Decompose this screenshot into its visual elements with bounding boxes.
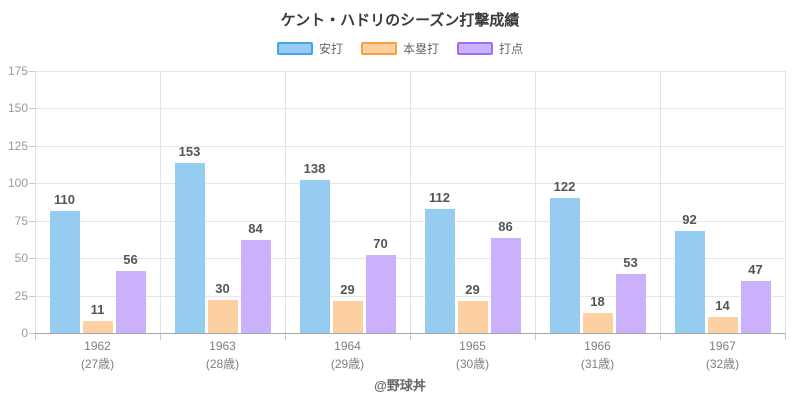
x-axis-category-age: (27歳) (80, 357, 115, 371)
x-axis-category-year: 1963 (209, 339, 236, 353)
bar-本塁打-1964 (332, 300, 363, 333)
v-gridline (535, 71, 536, 333)
legend: 安打 本塁打 打点 (0, 40, 800, 57)
v-gridline (285, 71, 286, 333)
bar-value-label: 84 (248, 220, 263, 236)
bar-安打-1966 (549, 197, 580, 333)
x-axis-tick (160, 333, 161, 340)
bar-打点-1966 (615, 274, 646, 333)
bar-value-label: 53 (623, 255, 638, 271)
x-axis-category-year: 1964 (334, 339, 361, 353)
watermark-credit: @野球丼 (374, 378, 426, 393)
y-axis-label: 150 (7, 101, 28, 116)
bar-本塁打-1963 (207, 299, 238, 333)
chart-title: ケント・ハドリのシーズン打撃成績 (280, 12, 520, 29)
x-axis-tick (535, 333, 536, 340)
bar-本塁打-1965 (457, 300, 488, 333)
x-axis-tick (660, 333, 661, 340)
bar-value-label: 11 (90, 301, 105, 317)
y-axis-tick (29, 295, 35, 297)
bar-value-label: 110 (54, 192, 75, 208)
bar-value-label: 70 (373, 236, 388, 252)
y-axis-line (35, 71, 36, 333)
x-axis-tick (35, 333, 36, 340)
bar-安打-1963 (174, 163, 205, 333)
x-axis-category-year: 1967 (709, 339, 736, 353)
y-axis-label: 50 (14, 251, 28, 266)
y-axis-tick (29, 145, 35, 147)
y-axis-label: 25 (14, 288, 28, 303)
x-axis-category-year: 1966 (584, 339, 611, 353)
y-axis-tick (29, 333, 35, 334)
x-axis-category-year: 1962 (84, 339, 111, 353)
y-axis-label: 175 (7, 64, 28, 78)
bar-value-label: 30 (215, 280, 230, 296)
v-gridline (785, 71, 786, 333)
x-axis-category-age: (28歳) (205, 357, 240, 371)
bar-打点-1967 (740, 280, 771, 333)
bar-打点-1963 (240, 239, 271, 333)
y-axis-tick (29, 220, 35, 222)
bar-value-label: 86 (498, 218, 513, 234)
bar-本塁打-1962 (82, 320, 113, 333)
bar-value-label: 112 (429, 189, 450, 205)
bar-value-label: 56 (123, 251, 138, 267)
bar-安打-1965 (424, 208, 455, 333)
bar-value-label: 29 (465, 281, 480, 297)
y-axis-tick (29, 258, 35, 260)
legend-item-本塁打[interactable]: 本塁打 (360, 40, 439, 57)
bar-安打-1967 (674, 231, 705, 333)
x-axis-tick (410, 333, 411, 340)
bar-value-label: 153 (178, 144, 201, 160)
bar-value-label: 92 (682, 212, 697, 228)
x-axis-category-age: (31歳) (580, 357, 615, 371)
bar-安打-1962 (49, 211, 80, 333)
x-axis-tick (285, 333, 286, 340)
bar-打点-1964 (365, 255, 396, 333)
x-axis-category-age: (30歳) (455, 357, 490, 371)
y-axis-label: 0 (21, 326, 28, 340)
bar-本塁打-1967 (707, 317, 738, 333)
bar-本塁打-1966 (582, 313, 613, 333)
bar-安打-1964 (299, 180, 330, 333)
bar-value-label: 29 (340, 281, 355, 297)
legend-item-打点[interactable]: 打点 (457, 40, 523, 57)
y-axis-label: 100 (7, 176, 28, 191)
y-axis-label: 125 (7, 138, 28, 153)
y-axis-tick (29, 71, 35, 72)
bar-打点-1962 (115, 270, 146, 333)
y-axis-tick (29, 183, 35, 185)
bar-value-label: 138 (303, 161, 326, 177)
x-axis-category-age: (32歳) (705, 357, 740, 371)
v-gridline (660, 71, 661, 333)
bar-value-label: 122 (553, 178, 576, 194)
legend-item-安打[interactable]: 安打 (276, 40, 343, 57)
bar-value-label: 14 (715, 298, 730, 314)
x-axis-category-year: 1965 (459, 339, 486, 353)
legend-label: 本塁打 (402, 42, 439, 56)
bar-value-label: 18 (590, 294, 605, 310)
legend-swatch-icon (360, 42, 397, 55)
v-gridline (410, 71, 411, 333)
x-axis-category-age: (29歳) (330, 357, 365, 371)
y-axis-tick (29, 108, 35, 110)
legend-swatch-icon (276, 42, 313, 55)
legend-label: 打点 (499, 42, 524, 56)
legend-swatch-icon (457, 42, 493, 55)
y-axis-label: 75 (14, 213, 28, 228)
v-gridline (160, 71, 161, 333)
bar-value-label: 47 (748, 261, 763, 277)
x-axis-tick (785, 333, 786, 340)
legend-label: 安打 (318, 42, 343, 56)
x-axis-line (35, 333, 785, 334)
bar-打点-1965 (490, 237, 521, 333)
